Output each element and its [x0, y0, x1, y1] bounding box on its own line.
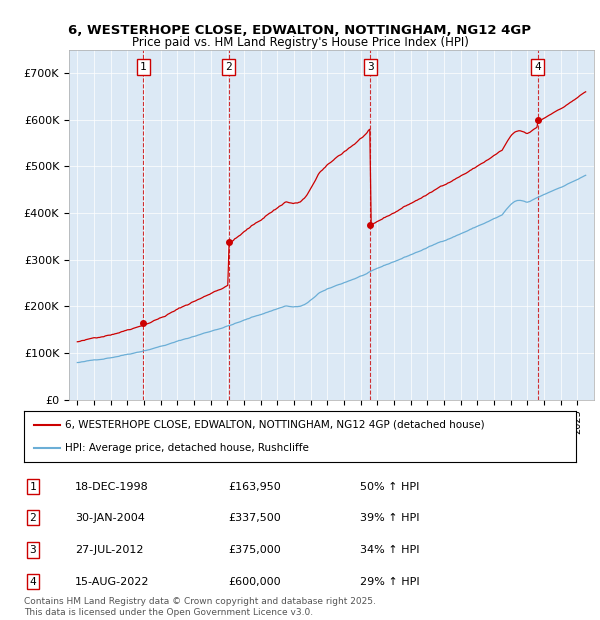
Text: 29% ↑ HPI: 29% ↑ HPI	[360, 577, 419, 587]
Text: £337,500: £337,500	[228, 513, 281, 523]
Text: 1: 1	[29, 482, 37, 492]
Text: 4: 4	[534, 62, 541, 72]
Text: 6, WESTERHOPE CLOSE, EDWALTON, NOTTINGHAM, NG12 4GP (detached house): 6, WESTERHOPE CLOSE, EDWALTON, NOTTINGHA…	[65, 420, 485, 430]
Text: 34% ↑ HPI: 34% ↑ HPI	[360, 545, 419, 555]
Text: 30-JAN-2004: 30-JAN-2004	[75, 513, 145, 523]
Text: 4: 4	[29, 577, 37, 587]
Text: 2: 2	[29, 513, 37, 523]
Text: 2: 2	[225, 62, 232, 72]
Text: 3: 3	[367, 62, 374, 72]
Text: Contains HM Land Registry data © Crown copyright and database right 2025.
This d: Contains HM Land Registry data © Crown c…	[24, 598, 376, 617]
Text: 1: 1	[140, 62, 147, 72]
Text: 50% ↑ HPI: 50% ↑ HPI	[360, 482, 419, 492]
Text: 39% ↑ HPI: 39% ↑ HPI	[360, 513, 419, 523]
Text: £600,000: £600,000	[228, 577, 281, 587]
Text: Price paid vs. HM Land Registry's House Price Index (HPI): Price paid vs. HM Land Registry's House …	[131, 36, 469, 49]
Text: £163,950: £163,950	[228, 482, 281, 492]
Text: HPI: Average price, detached house, Rushcliffe: HPI: Average price, detached house, Rush…	[65, 443, 309, 453]
Text: 6, WESTERHOPE CLOSE, EDWALTON, NOTTINGHAM, NG12 4GP: 6, WESTERHOPE CLOSE, EDWALTON, NOTTINGHA…	[68, 24, 532, 37]
Text: £375,000: £375,000	[228, 545, 281, 555]
Text: 3: 3	[29, 545, 37, 555]
Text: 18-DEC-1998: 18-DEC-1998	[75, 482, 149, 492]
Text: 15-AUG-2022: 15-AUG-2022	[75, 577, 149, 587]
Text: 27-JUL-2012: 27-JUL-2012	[75, 545, 143, 555]
